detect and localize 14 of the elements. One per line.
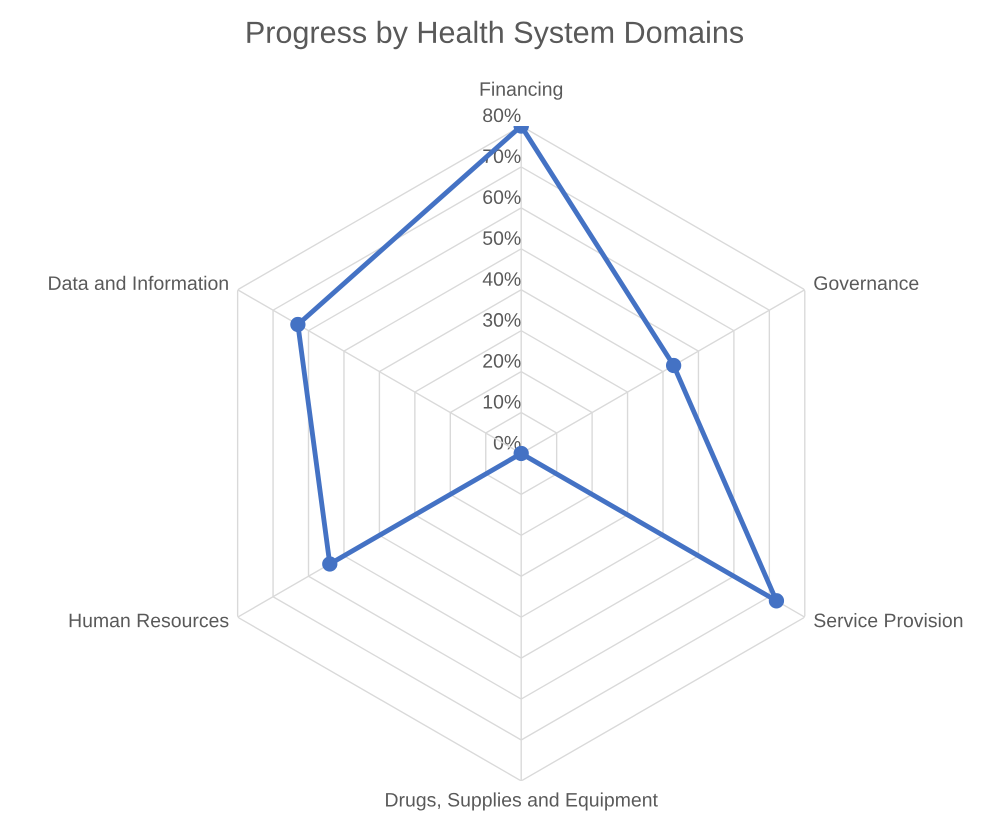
y-tick-label: 40% [482,272,521,286]
y-tick-label: 20% [483,354,521,368]
y-tick-label: 60% [483,190,521,204]
spoke-label: Data and Information [49,276,228,290]
chart-title: Progress by Health System Domains [247,20,744,50]
y-tick-label: 10% [484,394,521,409]
y-tick-label: 50% [483,231,521,245]
y-tick-label: 80% [483,108,521,122]
y-tick-label: 30% [483,313,521,327]
spoke-label: Governance [814,276,918,290]
spoke-label: Financing [480,82,562,100]
spoke-label: Service Provision [814,613,962,628]
spoke-label: Human Resources [70,614,228,628]
spoke-label: Drugs, Supplies and Equipment [386,792,658,811]
